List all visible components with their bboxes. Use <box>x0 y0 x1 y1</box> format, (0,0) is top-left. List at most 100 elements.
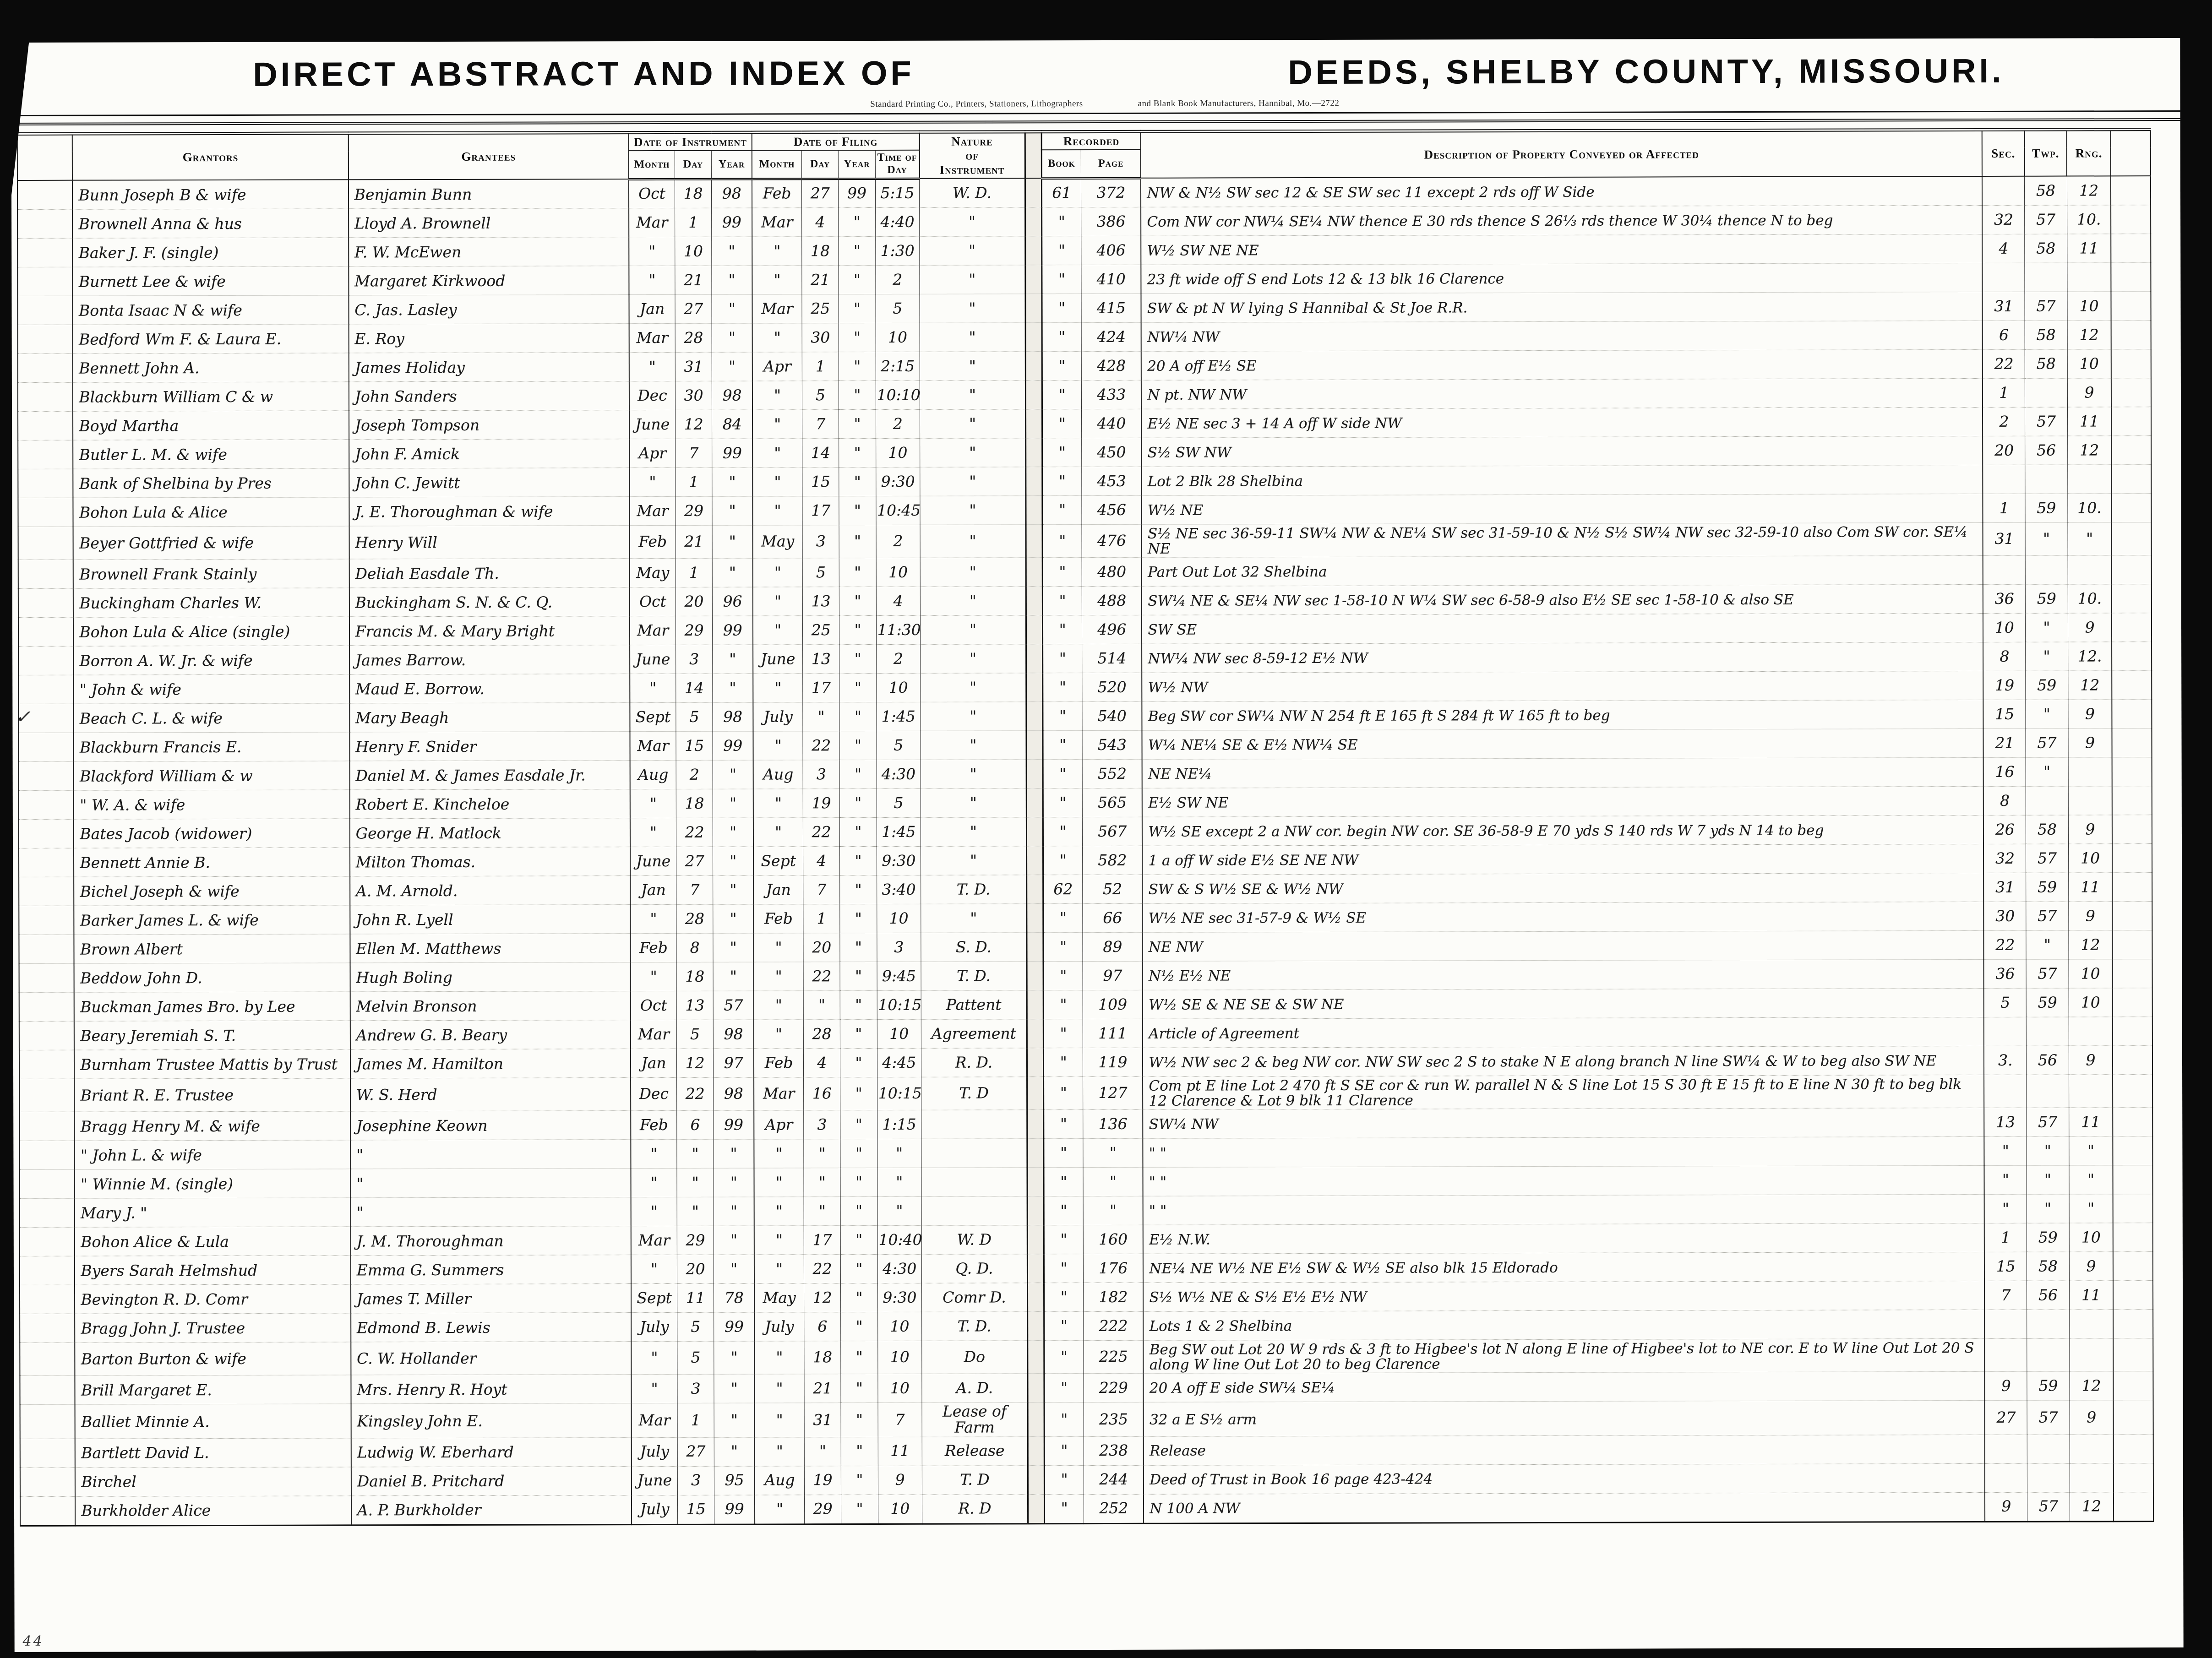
fy-cell: " <box>839 587 877 616</box>
fd-cell: " <box>804 1437 841 1466</box>
im-cell: Mar <box>631 1403 678 1438</box>
pg-cell: 456 <box>1082 495 1142 525</box>
right-page-title: DEEDS, SHELBY COUNTY, MISSOURI. <box>1288 51 2005 92</box>
margin-cell <box>18 675 74 704</box>
margin-cell <box>20 1285 75 1314</box>
grantor-cell: Brownell Anna & hus <box>72 208 349 239</box>
rng-cell: 9 <box>2068 815 2113 844</box>
tod-cell: 9:30 <box>877 846 921 875</box>
rng-cell: 9 <box>2069 1045 2113 1075</box>
fy-cell: " <box>839 731 877 760</box>
rng-cell: 10 <box>2068 988 2113 1017</box>
idy-cell: 20 <box>676 587 713 616</box>
desc-cell: W½ NW <box>1142 671 1983 702</box>
tod-cell: 10 <box>875 323 920 352</box>
rng-cell <box>2068 757 2113 787</box>
nature-cell: " <box>920 351 1026 381</box>
fd-cell: 31 <box>804 1403 841 1437</box>
bk-cell: " <box>1043 788 1083 817</box>
nature-cell: " <box>920 380 1026 410</box>
margin-column-header <box>17 134 73 180</box>
bk-cell: " <box>1042 351 1082 381</box>
fd-cell: " <box>802 702 840 731</box>
bk-cell: " <box>1044 1196 1084 1225</box>
sec-cell: 10 <box>1983 613 2026 642</box>
rng-cell: 12 <box>2067 435 2112 465</box>
twp-cell <box>2025 378 2068 408</box>
pg-cell: 552 <box>1082 759 1143 788</box>
margin-cell <box>20 1404 76 1439</box>
grantor-cell: Buckman James Bro. by Lee <box>74 992 350 1022</box>
table-row: Brown Albert Ellen M. Matthews Feb 8 " " 20 " 3 S… <box>19 930 2152 964</box>
tod-cell: 10:45 <box>876 496 921 525</box>
rng-cell: 11 <box>2069 1108 2113 1137</box>
sec-cell: 16 <box>1983 757 2026 787</box>
tail-cell <box>2113 1136 2153 1166</box>
page-gutter <box>1025 294 1042 323</box>
desc-cell: 1 a off W side E½ SE NE NW <box>1142 844 1984 875</box>
margin-cell <box>20 1343 75 1376</box>
fd-cell: 14 <box>802 438 839 468</box>
tail-cell <box>2112 584 2152 613</box>
tail-cell <box>2111 262 2151 292</box>
desc-cell: Article of Agreement <box>1143 1017 1984 1048</box>
sec-cell <box>1985 1463 2027 1493</box>
idy-cell: 22 <box>676 1077 714 1111</box>
twp-cell: 57 <box>2026 959 2069 989</box>
fy-cell: " <box>840 1254 878 1283</box>
fy-cell: " <box>840 1048 877 1077</box>
twp-cell: " <box>2027 1194 2069 1223</box>
idy-cell: 14 <box>676 674 713 703</box>
grantee-cell: W. S. Herd <box>350 1077 631 1112</box>
iy-cell: " <box>713 962 754 991</box>
bk-cell: " <box>1042 322 1082 352</box>
table-row: Buckingham Charles W. Buckingham S. N. & … <box>18 584 2152 618</box>
im-cell: Mar <box>629 208 675 237</box>
tail-cell <box>2114 1492 2154 1522</box>
rng-cell <box>2069 1434 2114 1463</box>
fd-cell: 18 <box>801 236 839 266</box>
nature-cell <box>921 1110 1027 1139</box>
iy-cell: 99 <box>711 208 752 237</box>
im-cell: Oct <box>629 587 676 616</box>
margin-cell <box>19 848 74 877</box>
sec-cell: 20 <box>1983 436 2026 465</box>
desc-cell: N 100 A NW <box>1144 1492 1985 1523</box>
tod-cell: 4:40 <box>875 207 920 237</box>
desc-cell: S½ SW NW <box>1141 436 1983 467</box>
fm-cell: Sept <box>753 846 803 876</box>
bk-cell: " <box>1043 932 1083 962</box>
table-row: Bank of Shelbina by Pres John C. Jewitt " 1… <box>18 464 2152 498</box>
sec-cell: 8 <box>1983 642 2026 671</box>
grantor-cell: Buckingham Charles W. <box>73 588 349 618</box>
tod-cell: " <box>877 1168 922 1197</box>
tail-cell <box>2111 205 2151 234</box>
iy-cell: 99 <box>714 1110 754 1140</box>
fm-cell: " <box>752 587 803 616</box>
im-cell: Oct <box>629 179 675 208</box>
tod-cell: 9:30 <box>877 1283 922 1312</box>
iy-cell: " <box>714 1341 755 1375</box>
rng-cell: 10 <box>2068 959 2113 989</box>
bk-cell: " <box>1043 1138 1084 1168</box>
rng-cell: 11 <box>2069 1281 2114 1310</box>
fm-cell: " <box>753 1019 804 1049</box>
twp-cell: 59 <box>2027 1223 2069 1252</box>
tod-cell: 4:45 <box>877 1048 921 1077</box>
grantor-cell: Bohon Lula & Alice <box>73 497 349 527</box>
nature-cell: " <box>920 673 1026 702</box>
nature-cell <box>921 1139 1027 1168</box>
sec-cell: 13 <box>1984 1108 2027 1137</box>
fd-cell: 21 <box>804 1374 841 1403</box>
fy-cell: " <box>840 1019 877 1049</box>
desc-cell: 23 ft wide off S end Lots 12 & 13 blk 16… <box>1141 263 1983 294</box>
filing-year-header: Year <box>838 150 876 179</box>
grantors-column-header: Grantors <box>72 133 349 180</box>
grantee-cell: Francis M. & Mary Bright <box>349 616 630 646</box>
table-row: Burkholder Alice A. P. Burkholder July 15 99… <box>20 1492 2154 1526</box>
nature-cell: " <box>920 644 1026 674</box>
fy-cell: " <box>839 265 876 294</box>
im-cell: Feb <box>630 933 677 962</box>
margin-cell <box>18 761 74 791</box>
idy-cell: 7 <box>676 875 714 905</box>
